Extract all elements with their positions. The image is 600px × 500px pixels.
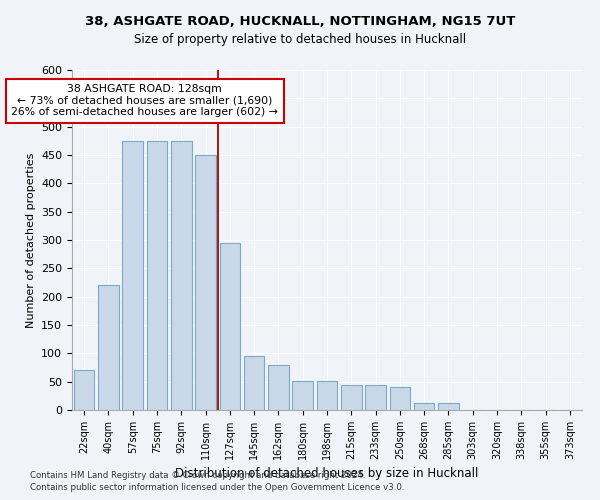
Bar <box>195 155 216 410</box>
Text: 38 ASHGATE ROAD: 128sqm
← 73% of detached houses are smaller (1,690)
26% of semi: 38 ASHGATE ROAD: 128sqm ← 73% of detache… <box>11 84 278 117</box>
Y-axis label: Number of detached properties: Number of detached properties <box>26 152 35 328</box>
Bar <box>365 384 386 410</box>
Bar <box>389 388 410 410</box>
X-axis label: Distribution of detached houses by size in Hucknall: Distribution of detached houses by size … <box>175 468 479 480</box>
Bar <box>438 403 459 410</box>
Bar <box>98 286 119 410</box>
Text: Size of property relative to detached houses in Hucknall: Size of property relative to detached ho… <box>134 32 466 46</box>
Bar <box>122 141 143 410</box>
Bar <box>146 141 167 410</box>
Bar <box>414 403 434 410</box>
Text: Contains public sector information licensed under the Open Government Licence v3: Contains public sector information licen… <box>30 484 404 492</box>
Bar <box>268 364 289 410</box>
Bar <box>74 370 94 410</box>
Bar <box>341 384 362 410</box>
Bar <box>220 243 240 410</box>
Bar <box>171 141 191 410</box>
Text: 38, ASHGATE ROAD, HUCKNALL, NOTTINGHAM, NG15 7UT: 38, ASHGATE ROAD, HUCKNALL, NOTTINGHAM, … <box>85 15 515 28</box>
Bar <box>317 380 337 410</box>
Bar <box>244 356 265 410</box>
Bar <box>292 380 313 410</box>
Text: Contains HM Land Registry data © Crown copyright and database right 2024.: Contains HM Land Registry data © Crown c… <box>30 471 365 480</box>
